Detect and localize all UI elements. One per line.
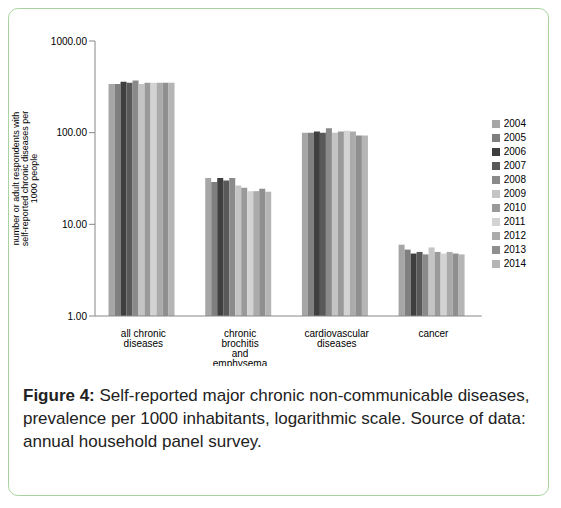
html-text:2011: 2011 [503, 215, 526, 227]
svg-text:all chronicdiseases: all chronicdiseases [121, 328, 166, 349]
html-text:2012: 2012 [503, 229, 526, 241]
html-text:2010: 2010 [503, 201, 526, 213]
html-text:2013: 2013 [503, 243, 526, 255]
svg-text:1.00: 1.00 [68, 311, 88, 322]
svg-text:chronicbrochitisandemphysema: chronicbrochitisandemphysema [213, 328, 268, 366]
html-text:2009: 2009 [503, 187, 526, 199]
html-text:2004: 2004 [503, 117, 526, 129]
svg-text:100.00: 100.00 [56, 127, 87, 138]
html-text:2007: 2007 [503, 159, 526, 171]
svg-text:cancer: cancer [418, 328, 449, 339]
svg-text:cardiovasculardiseases: cardiovasculardiseases [304, 328, 369, 349]
svg-text:1000.00: 1000.00 [51, 36, 88, 47]
svg-text:number or adult respondents wi: number or adult respondents withself-rep… [11, 111, 39, 247]
html-text:2014: 2014 [503, 257, 526, 269]
html-text:2005: 2005 [503, 131, 526, 143]
html-text:Figure 4: Self-reported major: Figure 4: Self-reported major chronic no… [23, 386, 530, 451]
html-text:2008: 2008 [503, 173, 526, 185]
html-text:2006: 2006 [503, 145, 526, 157]
svg-text:10.00: 10.00 [62, 219, 87, 230]
